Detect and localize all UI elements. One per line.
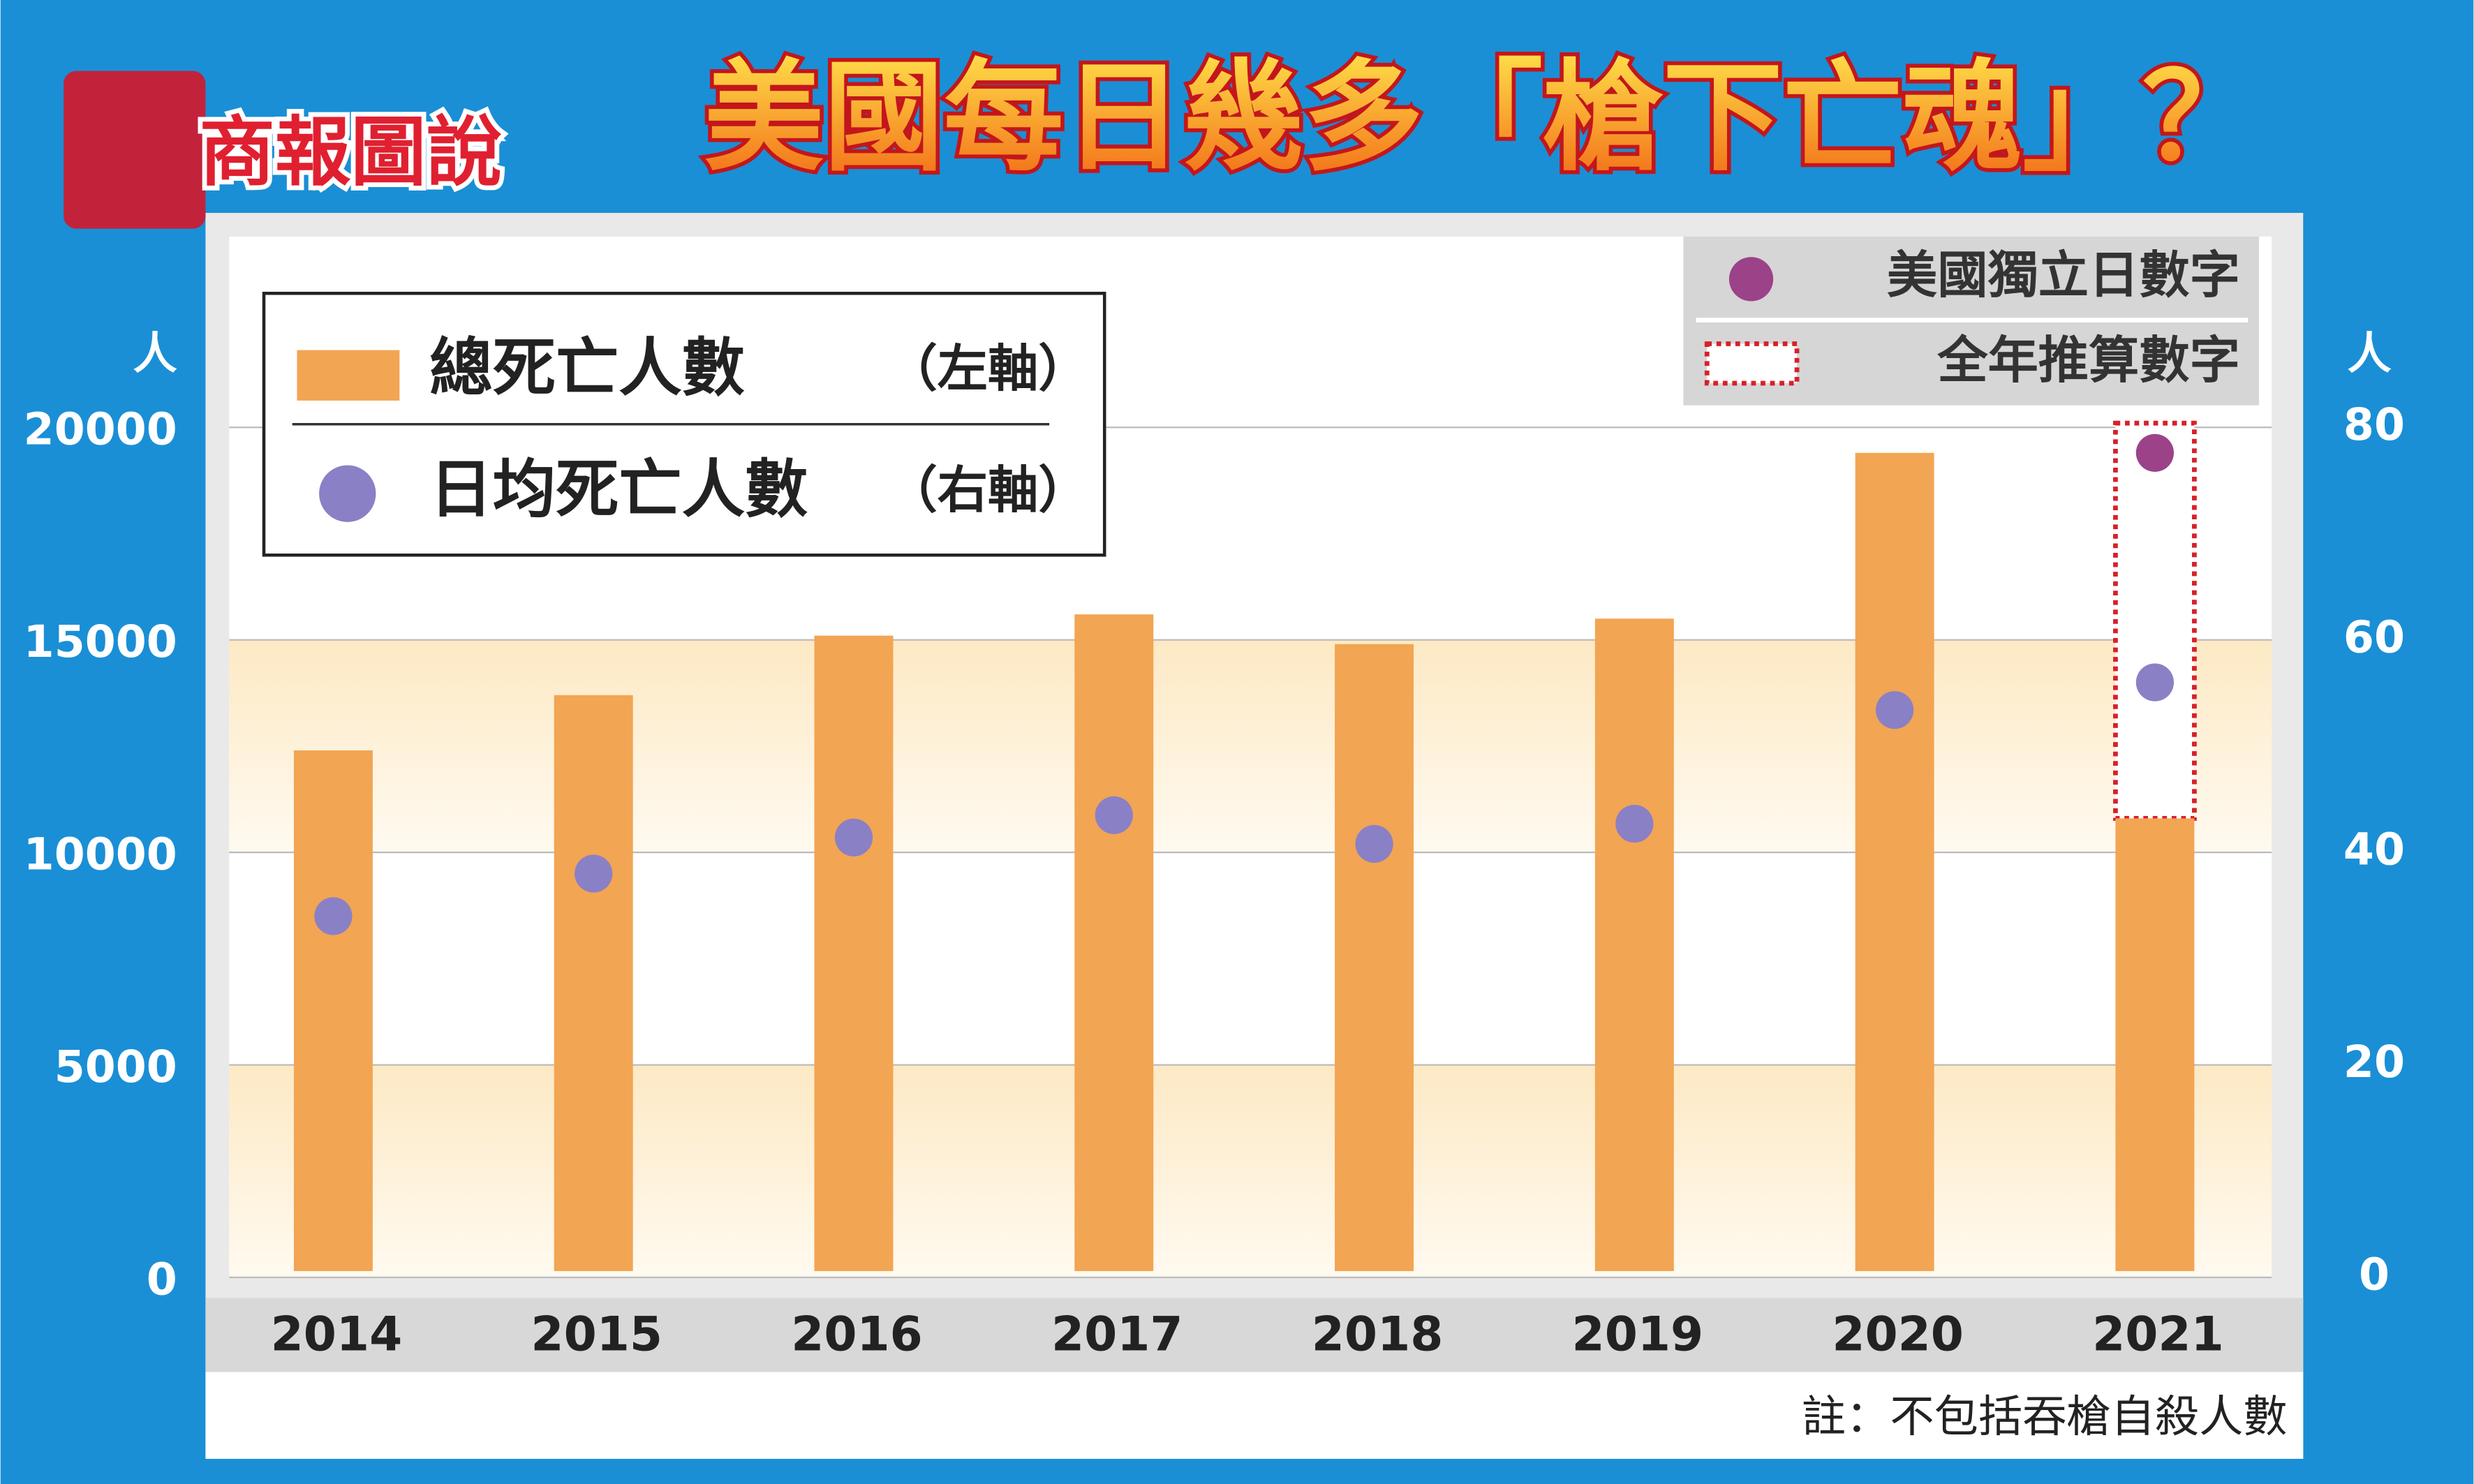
legend-label: 日均死亡人數 — [429, 453, 808, 526]
bar — [293, 750, 373, 1271]
note: 註：不包括吞槍自殺人數 — [1802, 1390, 2288, 1442]
legend-swatch — [297, 350, 400, 401]
legend-swatch — [319, 465, 376, 522]
dot — [314, 897, 353, 935]
bar — [814, 635, 894, 1271]
bar — [2115, 818, 2195, 1271]
y-tick-label: 10000 — [24, 829, 177, 880]
projection-box — [2113, 420, 2197, 821]
y-tick-label: 0 — [147, 1253, 177, 1305]
chart-title: 美國每日幾多「槍下亡魂」？ — [704, 49, 2262, 188]
badge-icon — [64, 71, 206, 229]
note-area — [205, 1372, 2304, 1459]
dot — [1876, 691, 1914, 729]
x-axis-strip — [205, 1298, 2304, 1372]
y2-tick-label: 0 — [2359, 1249, 2390, 1300]
bar — [1855, 452, 1934, 1271]
dot — [834, 818, 873, 856]
band — [229, 1064, 2272, 1278]
bar — [1074, 614, 1154, 1271]
dot — [1355, 824, 1393, 863]
y-tick-label: 5000 — [54, 1041, 177, 1092]
x-tick-label: 2020 — [1832, 1306, 1964, 1361]
x-tick-label: 2015 — [531, 1306, 662, 1361]
dot — [1615, 804, 1654, 843]
dot — [575, 854, 613, 893]
legend-label: 全年推算數字 — [1936, 331, 2240, 390]
bar — [1335, 644, 1414, 1271]
bar — [1594, 618, 1674, 1271]
legend-swatch — [1728, 257, 1774, 302]
y-tick-label: 20000 — [24, 403, 177, 455]
y-tick-label: 15000 — [24, 616, 177, 667]
legend-label: 總死亡人數 — [429, 332, 745, 405]
legend-swatch — [1704, 341, 1800, 386]
band — [229, 639, 2272, 853]
badge: 商報圖說 — [199, 108, 502, 197]
x-tick-label: 2016 — [791, 1306, 923, 1361]
legend-axis-note: （左軸） — [887, 340, 1088, 399]
bar — [554, 695, 633, 1271]
y2-tick-label: 20 — [2343, 1036, 2405, 1088]
y2-axis-label: 人 — [2348, 327, 2392, 379]
legend-label: 美國獨立日數字 — [1887, 246, 2240, 305]
legend-axis-note: （右軸） — [887, 461, 1088, 520]
x-tick-label: 2017 — [1051, 1306, 1183, 1361]
x-tick-label: 2019 — [1572, 1306, 1704, 1361]
dot — [1095, 796, 1133, 834]
y2-tick-label: 40 — [2343, 824, 2405, 875]
x-tick-label: 2018 — [1312, 1306, 1444, 1361]
y-axis-label: 人 — [133, 327, 177, 379]
y2-tick-label: 80 — [2343, 399, 2405, 450]
x-tick-label: 2021 — [2092, 1306, 2224, 1361]
y2-tick-label: 60 — [2343, 611, 2405, 662]
dot — [2135, 433, 2175, 472]
dot — [2135, 663, 2175, 702]
x-tick-label: 2014 — [271, 1306, 403, 1361]
